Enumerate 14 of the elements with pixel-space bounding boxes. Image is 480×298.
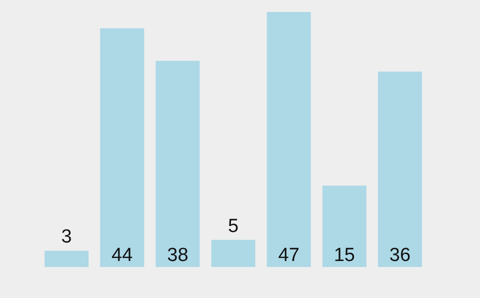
bar bbox=[322, 186, 366, 267]
data-label: 47 bbox=[278, 245, 300, 266]
bar bbox=[156, 60, 200, 267]
bar bbox=[266, 12, 311, 267]
data-label: 36 bbox=[389, 245, 411, 266]
data-label: 3 bbox=[61, 226, 72, 248]
data-label: 5 bbox=[228, 216, 239, 237]
data-label: 38 bbox=[167, 245, 188, 266]
bar bbox=[211, 240, 256, 267]
data-label: 15 bbox=[334, 245, 355, 266]
data-label: 44 bbox=[112, 245, 134, 266]
bar bbox=[44, 250, 89, 267]
bar bbox=[378, 72, 422, 267]
bar bbox=[100, 28, 144, 267]
